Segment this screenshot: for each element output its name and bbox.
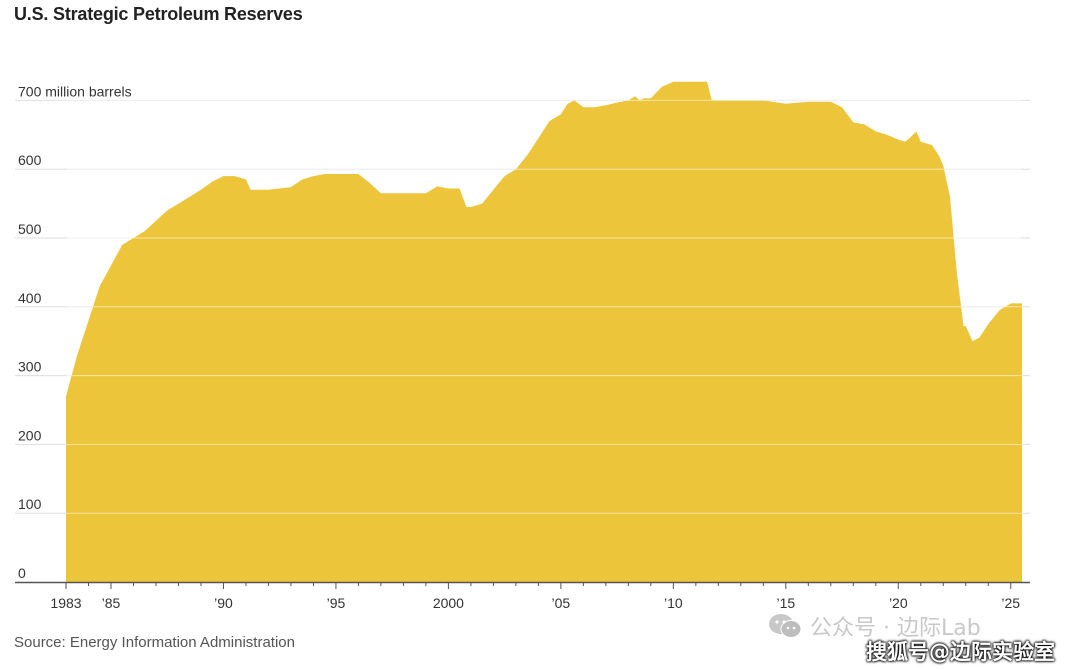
y-tick-label: 400: [18, 290, 42, 306]
x-tick-labels: 1983 ’85 ’90 ’95 2000 ’05 ’10 ’15 ’20 ’25: [50, 595, 1020, 611]
x-tick-label: ’15: [776, 595, 795, 611]
x-tick-label: ’10: [664, 595, 683, 611]
chart-title: U.S. Strategic Petroleum Reserves: [14, 4, 303, 24]
x-tick-label: ’85: [102, 595, 121, 611]
watermark-text-2: 搜狐号@边际实验室: [866, 640, 1055, 664]
x-tick-label: ’25: [1001, 595, 1020, 611]
grid-overlay: [66, 99, 1022, 514]
watermark-text-1: 公众号 · 边际Lab: [810, 616, 981, 641]
x-axis: [15, 581, 1030, 589]
x-tick-label: ’05: [552, 595, 571, 611]
watermark-wechat: 公众号 · 边际Lab: [768, 610, 981, 642]
y-tick-labels: 0 100 200 300 400 500 600 700 million barrels: [18, 83, 132, 581]
y-tick-label: 600: [18, 152, 42, 168]
y-tick-label: 300: [18, 359, 42, 375]
x-tick-label: ’95: [327, 595, 346, 611]
wechat-icon: [769, 614, 802, 638]
y-tick-label: 500: [18, 221, 42, 237]
reserve-area: [66, 81, 1022, 583]
y-tick-label: 100: [18, 496, 42, 512]
x-tick-label: 2000: [433, 595, 464, 611]
x-tick-label: 1983: [50, 595, 81, 611]
y-tick-label: 200: [18, 427, 42, 443]
y-tick-label: 700 million barrels: [18, 83, 132, 99]
source-note: Source: Energy Information Administratio…: [14, 634, 295, 651]
x-tick-label: ’90: [214, 595, 233, 611]
y-tick-label: 0: [18, 565, 26, 581]
x-tick-label: ’20: [889, 595, 908, 611]
area-layer: [66, 81, 1022, 583]
